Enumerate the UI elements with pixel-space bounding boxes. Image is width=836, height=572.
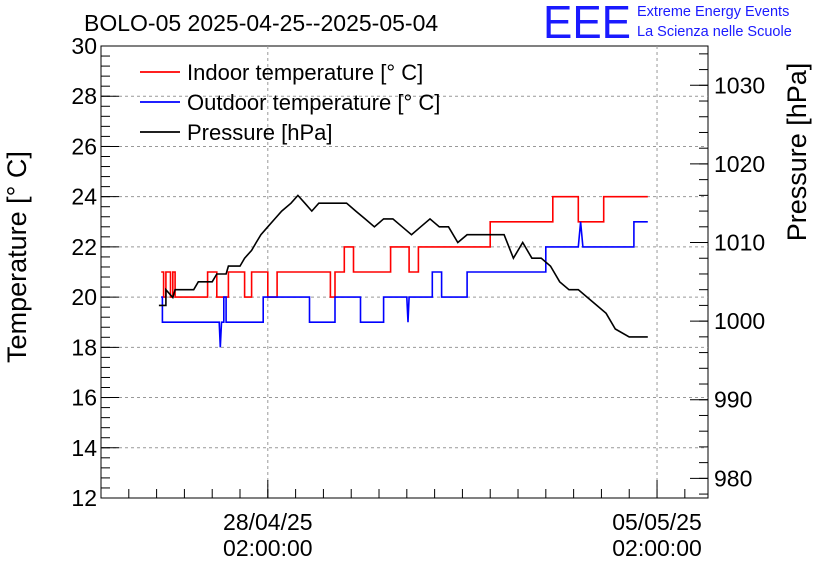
y-tick-label: 18 [71, 334, 97, 360]
y-tick-label: 16 [71, 385, 97, 411]
y2-tick-label: 1030 [714, 72, 765, 98]
legend-label: Pressure [hPa] [187, 120, 333, 145]
logo-letters: EEE [543, 2, 631, 42]
y-axis-title: Temperature [° C] [2, 151, 32, 363]
y2-tick-label: 1010 [714, 230, 765, 256]
y2-tick-label: 990 [714, 387, 752, 413]
x-tick-time: 02:00:00 [612, 535, 702, 561]
plot-frame [100, 45, 709, 499]
logo-line-2: La Scienza nelle Scuole [637, 24, 792, 40]
x-tick-date: 28/04/25 [223, 509, 313, 535]
y2-tick-label: 980 [714, 465, 752, 491]
series-line-1 [161, 195, 648, 298]
logo-line-1: Extreme Energy Events [637, 4, 790, 20]
y-tick-label: 14 [71, 435, 97, 461]
y-tick-label: 22 [71, 234, 97, 260]
y-tick-label: 30 [71, 33, 97, 59]
legend-label: Indoor temperature [° C] [187, 60, 423, 85]
series-line-3 [158, 194, 648, 338]
y-tick-label: 26 [71, 133, 97, 159]
chart-title: BOLO-05 2025-04-25--2025-05-04 [84, 10, 439, 36]
series-line-2 [161, 221, 648, 348]
x-tick-date: 05/05/25 [612, 509, 702, 535]
legend-label: Outdoor temperature [° C] [187, 90, 440, 115]
y2-tick-label: 1000 [714, 308, 765, 334]
x-tick-time: 02:00:00 [223, 535, 313, 561]
y2-axis-title: Pressure [hPa] [782, 63, 812, 242]
y-tick-label: 24 [71, 184, 97, 210]
eee-logo-icon: EEE [543, 2, 631, 42]
y-tick-label: 12 [71, 485, 97, 511]
y-tick-label: 20 [71, 284, 97, 310]
y-tick-label: 28 [71, 83, 97, 109]
y2-tick-label: 1020 [714, 151, 765, 177]
